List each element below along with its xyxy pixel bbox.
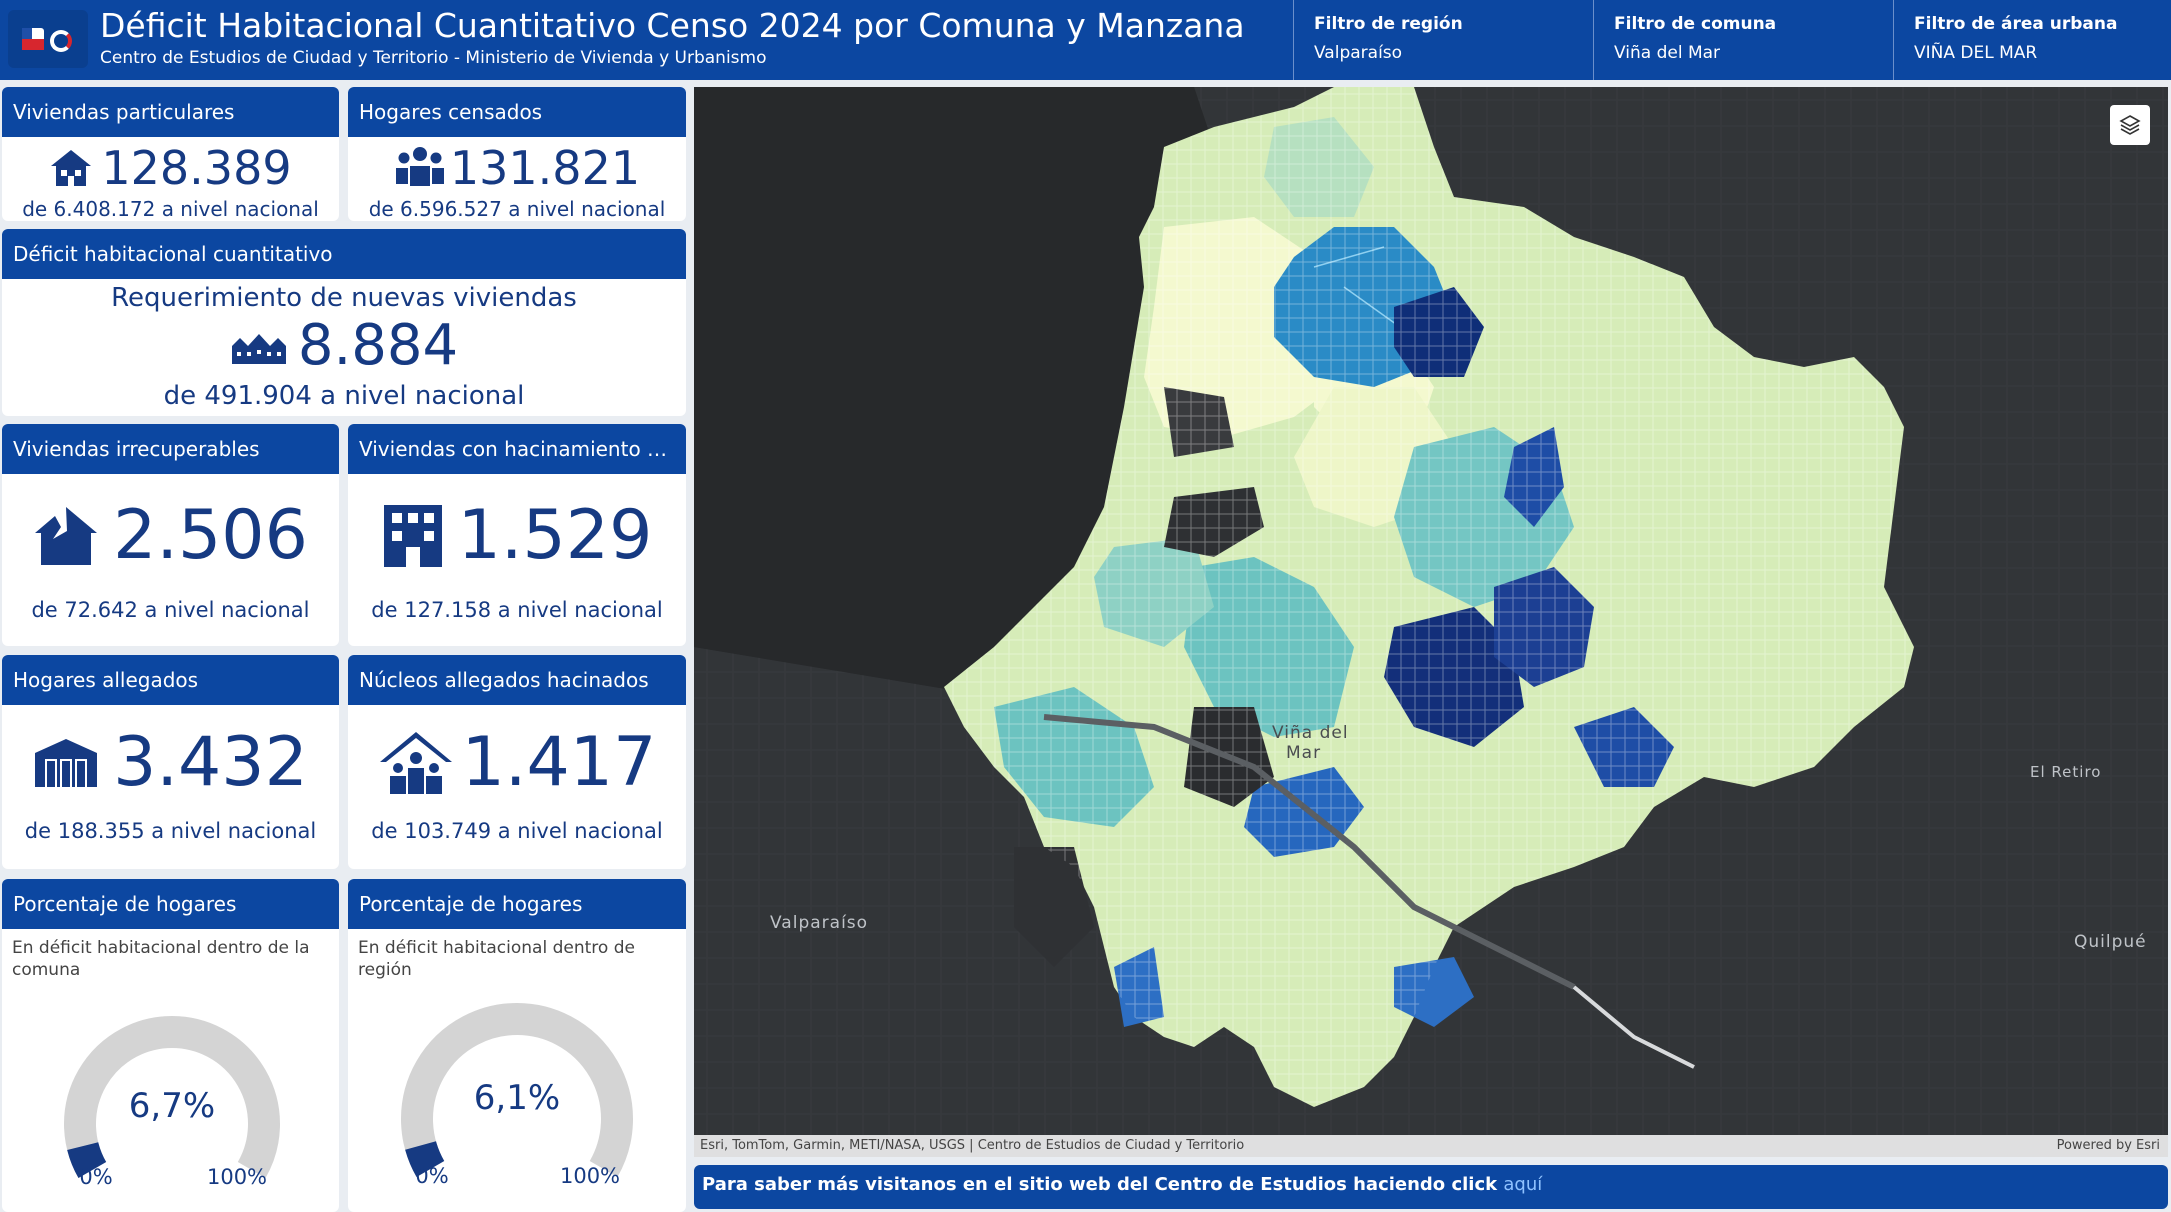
deficit-card-title: Déficit habitacional cuantitativo [2,229,686,279]
family-house-icon [379,732,452,794]
gauge-comuna-card: Porcentaje de hogares En déficit habitac… [2,879,339,1212]
gauge-region-card: Porcentaje de hogares En déficit habitac… [348,879,686,1212]
chile-flag-icon [22,28,44,50]
warehouse-icon [35,739,98,787]
hacinamiento-value: 1.529 [457,496,653,575]
building-icon [383,505,442,567]
viviendas-sub: de 6.408.172 a nivel nacional [22,197,319,221]
nucleos-card-title: Núcleos allegados hacinados [348,655,686,705]
hacinamiento-card-title: Viviendas con hacinamiento no ... [348,424,686,474]
footer-text: Para saber más visitanos en el sitio web… [702,1174,1504,1195]
gauge-comuna-max: 100% [207,1165,267,1189]
gauge-comuna-desc: En déficit habitacional dentro de la com… [12,938,310,980]
gauge-region-fill [405,1140,445,1177]
urban-area-filter[interactable]: Filtro de área urbana VIÑA DEL MAR [1893,0,2171,80]
irrecuperables-value: 2.506 [113,496,308,575]
gauge-comuna-title: Porcentaje de hogares [2,879,339,929]
irrecuperables-card: Viviendas irrecuperables 2.506 de 72.642… [2,424,339,646]
region-filter-label: Filtro de región [1314,14,1463,34]
urban-area-filter-value[interactable]: VIÑA DEL MAR [1914,43,2038,63]
gauge-region-track [401,1003,633,1177]
place-label-quilpue: Quilpué [2074,932,2147,952]
gauge-comuna-min: 0% [79,1165,112,1189]
attribution-text: Esri, TomTom, Garmin, METI/NASA, USGS | … [700,1138,1245,1153]
nucleos-sub: de 103.749 a nivel nacional [371,819,663,843]
deficit-heading: Requerimiento de nuevas viviendas [111,283,577,313]
layers-button[interactable] [2110,105,2150,145]
region-filter-value[interactable]: Valparaíso [1314,43,1403,63]
map-attribution: Esri, TomTom, Garmin, METI/NASA, USGS | … [694,1135,2168,1157]
allegados-sub: de 188.355 a nivel nacional [24,819,317,843]
gauge-region: 6,1% 0% 100% [401,1003,633,1188]
allegados-value: 3.432 [113,723,308,802]
deficit-card: Déficit habitacional cuantitativo Requer… [2,229,686,416]
header-bar: Déficit Habitacional Cuantitativo Censo … [0,0,2171,80]
neighborhood-icon [231,334,286,364]
nucleos-card: Núcleos allegados hacinados 1.417 de 103… [348,655,686,869]
footer-banner: Para saber más visitanos en el sitio web… [694,1165,2168,1209]
place-label-mar: Mar [1286,743,1322,763]
gauge-comuna-track [64,1016,280,1178]
gauge-region-value: 6,1% [474,1078,560,1118]
broken-house-icon [35,507,98,565]
logo-ring-icon [50,30,72,52]
page-subtitle: Centro de Estudios de Ciudad y Territori… [100,48,767,68]
nucleos-value: 1.417 [461,723,657,802]
people-icon [395,147,444,186]
hogares-card-title: Hogares censados [348,87,686,137]
gauge-region-max: 100% [560,1164,620,1188]
footer-link[interactable]: aquí [1503,1174,1543,1195]
allegados-card-title: Hogares allegados [2,655,339,705]
house-icon [51,150,92,186]
comuna-filter-value[interactable]: Viña del Mar [1614,43,1721,63]
irrecuperables-card-title: Viviendas irrecuperables [2,424,339,474]
hogares-sub: de 6.596.527 a nivel nacional [368,197,666,221]
viviendas-value: 128.389 [101,141,292,195]
hacinamiento-sub: de 127.158 a nivel nacional [371,598,663,622]
gauge-region-desc: En déficit habitacional dentro de región [358,938,635,980]
gauge-comuna-value: 6,7% [129,1086,215,1126]
gauge-comuna: 6,7% 0% 100% [64,1016,280,1189]
irrecuperables-sub: de 72.642 a nivel nacional [31,598,310,622]
layers-icon [2119,115,2141,135]
gauge-region-min: 0% [415,1164,448,1188]
comuna-filter-label: Filtro de comuna [1614,14,1777,34]
hogares-card: Hogares censados 131.821 de 6.596.527 a … [348,87,686,221]
powered-by-esri[interactable]: Powered by Esri [2056,1138,2160,1153]
deficit-sub: de 491.904 a nivel nacional [163,381,525,411]
choropleth-map[interactable]: Valparaíso Viña del Mar El Retiro Quilpu… [694,87,2168,1157]
region-filter[interactable]: Filtro de región Valparaíso [1293,0,1593,80]
minvu-logo [8,10,88,68]
place-label-vina: Viña del [1272,723,1349,743]
deficit-value: 8.884 [297,313,459,378]
hacinamiento-card: Viviendas con hacinamiento no ... 1.529 … [348,424,686,646]
gauge-comuna-fill [67,1141,107,1178]
urban-area-filter-label: Filtro de área urbana [1914,14,2118,34]
viviendas-card-title: Viviendas particulares [2,87,339,137]
comuna-filter[interactable]: Filtro de comuna Viña del Mar [1593,0,1893,80]
viviendas-card: Viviendas particulares 128.389 de 6.408.… [2,87,339,221]
allegados-card: Hogares allegados 3.432 de 188.355 a niv… [2,655,339,869]
map-canvas[interactable] [694,87,2168,1135]
place-label-el-retiro: El Retiro [2030,763,2102,781]
place-label-valparaiso: Valparaíso [770,913,869,933]
page-title: Déficit Habitacional Cuantitativo Censo … [100,6,1245,45]
gauge-region-title: Porcentaje de hogares [348,879,686,929]
hogares-value: 131.821 [449,141,641,195]
